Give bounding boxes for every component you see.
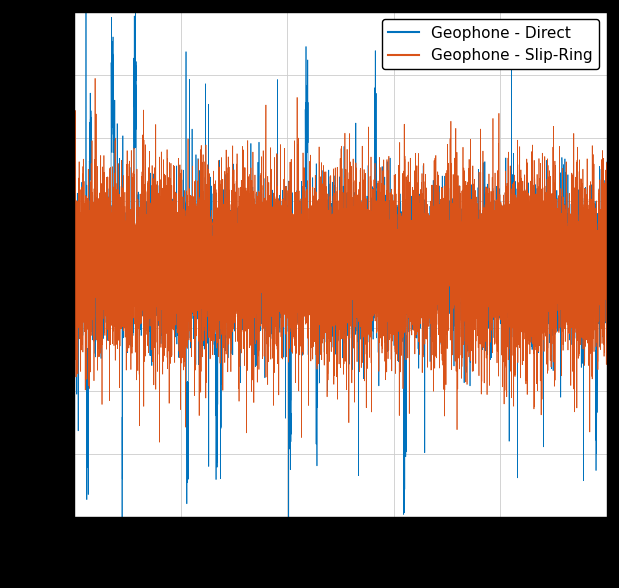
Geophone - Slip-Ring — [71, 271, 78, 278]
Geophone - Slip-Ring — [331, 281, 339, 288]
Legend: Geophone - Direct, Geophone - Slip-Ring: Geophone - Direct, Geophone - Slip-Ring — [383, 19, 599, 69]
Geophone - Slip-Ring — [175, 261, 183, 268]
Geophone - Direct — [603, 159, 610, 166]
Geophone - Direct — [102, 292, 110, 299]
Geophone - Direct — [71, 194, 78, 201]
Geophone - Slip-Ring — [103, 282, 110, 289]
Geophone - Slip-Ring — [93, 303, 100, 310]
Geophone - Direct — [285, 546, 292, 553]
Line: Geophone - Direct: Geophone - Direct — [74, 0, 607, 549]
Geophone - Slip-Ring — [575, 273, 582, 280]
Line: Geophone - Slip-Ring: Geophone - Slip-Ring — [74, 78, 607, 442]
Geophone - Slip-Ring — [73, 248, 80, 255]
Geophone - Direct — [575, 186, 582, 193]
Geophone - Direct — [73, 269, 80, 276]
Geophone - Slip-Ring — [92, 75, 99, 82]
Geophone - Direct — [331, 271, 339, 278]
Geophone - Direct — [93, 220, 100, 228]
Geophone - Slip-Ring — [156, 439, 163, 446]
Geophone - Slip-Ring — [603, 230, 610, 237]
Geophone - Direct — [175, 333, 183, 340]
